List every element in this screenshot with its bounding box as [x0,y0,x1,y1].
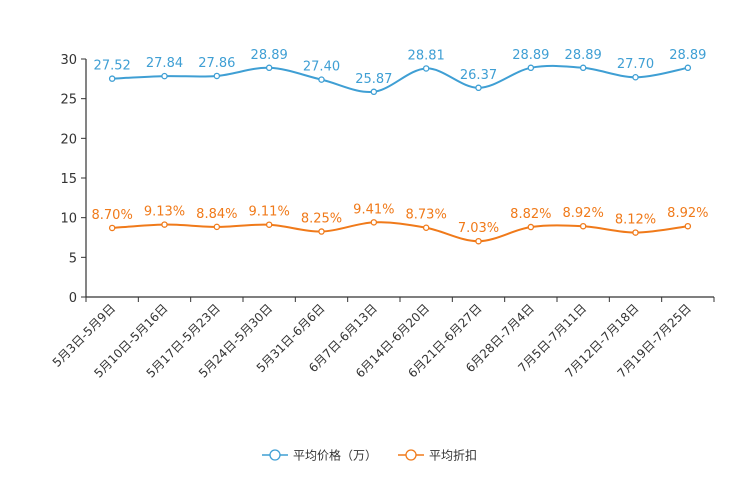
data-label-price: 27.86 [198,56,235,71]
data-label-discount: 8.12% [615,213,656,228]
legend: 平均价格（万） 平均折扣 [262,448,477,463]
series-line-price [112,64,689,93]
data-point-discount [161,221,168,228]
data-point-price [422,65,430,72]
data-point-discount [265,221,273,228]
data-label-discount: 8.73% [406,208,447,223]
data-point-discount [684,222,692,230]
y-tick-label: 30 [60,53,77,68]
data-label-discount: 8.82% [510,207,551,222]
data-point-price [579,64,587,72]
data-label-discount: 7.03% [458,221,499,236]
data-label-discount: 8.84% [196,207,237,222]
data-label-discount: 9.13% [144,205,185,220]
data-point-discount [632,229,639,236]
data-point-discount [422,224,430,231]
data-point-discount [475,237,482,245]
data-label-price: 26.37 [460,68,497,83]
series-layer: 27.52 27.84 27.86 28.89 27.40 25.87 28.81 26.37… [92,48,708,245]
data-label-discount: 9.41% [353,202,394,217]
data-label-discount: 9.11% [249,205,290,220]
data-point-discount [108,224,116,232]
legend-marker-discount [405,449,417,461]
legend-marker-price [269,449,281,461]
data-point-discount [579,222,587,230]
data-point-price [213,72,221,80]
data-label-price: 27.70 [617,57,654,72]
data-label-price: 28.89 [669,48,706,63]
data-label-price: 28.89 [512,48,549,63]
data-point-discount [527,223,535,231]
data-label-price: 25.87 [355,72,392,87]
data-point-price [318,76,325,83]
data-point-price [108,75,116,82]
data-point-discount [213,223,221,231]
data-label-discount: 8.25% [301,212,342,227]
data-label-discount: 8.92% [563,206,604,221]
y-tick-label: 5 [69,251,77,266]
y-tick-label: 15 [60,172,77,187]
legend-label-price: 平均价格（万） [293,448,377,463]
data-point-price [265,64,273,72]
data-label-price: 27.40 [303,60,340,75]
data-label-discount: 8.92% [667,206,708,221]
data-label-price: 27.84 [146,56,183,71]
data-point-price [370,88,378,96]
data-label-price: 28.89 [565,48,602,63]
data-point-price [161,72,168,80]
y-tick-label: 20 [60,132,77,147]
data-point-discount [370,219,378,226]
data-point-price [684,64,692,72]
data-label-price: 28.81 [408,48,445,63]
data-label-price: 28.89 [251,48,288,63]
data-point-price [475,84,482,92]
y-tick-label: 25 [60,93,77,108]
data-label-discount: 8.70% [92,208,133,223]
data-point-price [632,73,639,81]
data-label-price: 27.52 [94,59,131,74]
data-point-discount [318,228,325,235]
legend-label-discount: 平均折扣 [429,448,477,463]
data-point-price [527,64,535,72]
series-line-discount [112,221,688,243]
y-tick-label: 0 [69,291,77,306]
y-tick-label: 10 [60,212,77,227]
